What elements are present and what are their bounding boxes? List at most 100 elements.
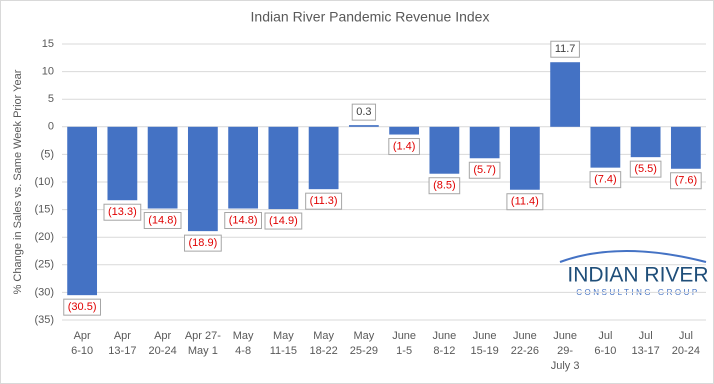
data-label-group: (11.3) (305, 192, 343, 210)
x-tick-label-line: June (473, 330, 497, 342)
bar (348, 125, 379, 127)
data-label-box (428, 177, 461, 195)
x-tick-label-line: Jul (679, 330, 693, 342)
bar (550, 62, 581, 127)
x-tick-label: May 18-22 (310, 330, 338, 357)
bar (429, 126, 460, 174)
data-label-box (305, 192, 343, 210)
data-label: (14.8) (148, 214, 177, 226)
bar (67, 126, 98, 296)
y-tick-label: (10) (34, 176, 54, 188)
data-label-box (670, 172, 702, 190)
x-tick-label: May 4-8 (233, 330, 254, 357)
data-label: (14.8) (229, 214, 258, 226)
y-axis-label: % Change in Sales vs. Same Week Prior Ye… (12, 69, 24, 294)
x-tick-label-line: 6-10 (71, 345, 93, 357)
data-label: (13.3) (108, 206, 137, 218)
y-tick-label: (30) (34, 286, 54, 298)
x-tick-label-line: 6-10 (594, 345, 616, 357)
x-tick-label-line: 22-26 (511, 345, 539, 357)
y-tick-label: (15) (34, 204, 54, 216)
x-tick-label-line: Jul (598, 330, 612, 342)
x-tick-label: Apr 6-10 (71, 330, 93, 357)
y-tick-label: 5 (48, 93, 54, 105)
x-tick-label-line: 18-22 (310, 345, 338, 357)
data-label-box (550, 40, 580, 58)
y-tick-label: (35) (34, 314, 54, 326)
data-label: (30.5) (68, 301, 97, 313)
data-label-group: 11.7 (550, 40, 580, 58)
x-tick-label-line: Jul (639, 330, 653, 342)
data-label: 11.7 (555, 43, 576, 55)
data-label-group: (8.5) (428, 177, 461, 195)
data-label-box (184, 234, 222, 252)
x-tick-label-line: 11-15 (270, 345, 297, 357)
x-tick-label-line: 1-5 (396, 345, 412, 357)
data-label: (11.3) (310, 195, 338, 207)
data-label-box (506, 193, 544, 211)
data-label-box (589, 171, 622, 189)
data-label-group: (5.5) (629, 160, 662, 178)
logo-name: INDIAN RIVER (567, 264, 708, 287)
x-tick-label-line: May (233, 330, 254, 342)
x-tick-label-line: 13-17 (108, 345, 136, 357)
x-tick-label-line: May (353, 330, 374, 342)
y-tick-label: 15 (42, 38, 54, 50)
x-tick-label: Jul 6-10 (594, 330, 616, 357)
x-tick-label: June 29- July 3 (551, 330, 580, 372)
x-tick-label-line: Apr (114, 330, 131, 342)
data-label: 0.3 (356, 106, 371, 118)
y-tick-label: 0 (48, 121, 54, 133)
bar (389, 126, 420, 135)
chart-title: Indian River Pandemic Revenue Index (251, 9, 490, 25)
x-tick-label-line: 29- (557, 345, 573, 357)
x-tick-label: Apr 13-17 (108, 330, 136, 357)
data-label-box (351, 103, 377, 121)
data-label-group: (14.9) (264, 212, 303, 230)
x-tick-label: Jul 20-24 (672, 330, 700, 357)
x-tick-label: May 11-15 (270, 330, 297, 357)
x-tick-label: June 1-5 (392, 330, 416, 357)
x-tick-label-line: June (513, 330, 537, 342)
x-tick-label: Jul 13-17 (632, 330, 660, 357)
x-tick-label: June 8-12 (432, 330, 456, 357)
data-label-box (388, 138, 420, 156)
data-label: (18.9) (189, 237, 218, 249)
data-label: (7.4) (594, 174, 617, 186)
bar (228, 126, 259, 209)
x-tick-label-line: May 1 (188, 345, 218, 357)
data-label-group: (7.6) (670, 172, 702, 190)
x-tick-label-line: Apr (154, 330, 171, 342)
bar (509, 126, 540, 190)
data-label-box (264, 212, 303, 230)
data-label-group: (14.8) (224, 211, 262, 229)
data-label: (1.4) (393, 140, 416, 152)
bar (187, 126, 218, 232)
x-tick-label-line: Apr (74, 330, 91, 342)
data-label-group: (30.5) (63, 298, 101, 316)
data-label: (8.5) (433, 180, 456, 192)
y-tick-label: 10 (42, 66, 54, 78)
data-label-group: (11.4) (506, 193, 544, 211)
data-label-box (103, 203, 142, 221)
y-tick-label: (5) (41, 148, 54, 160)
data-label: (7.6) (675, 175, 698, 187)
data-label: (14.9) (269, 215, 298, 227)
x-tick-label-line: 4-8 (235, 345, 251, 357)
bar (107, 126, 138, 201)
data-label: (11.4) (511, 196, 539, 208)
x-tick-label: June 22-26 (511, 330, 539, 357)
bar (590, 126, 621, 168)
x-tick-label: June 15-19 (471, 330, 499, 357)
bar (147, 126, 178, 209)
data-label-group: (1.4) (388, 138, 420, 156)
x-tick-label-line: 13-17 (632, 345, 660, 357)
x-tick-label-line: May (313, 330, 334, 342)
data-label-group: (14.8) (143, 211, 182, 229)
x-tick-label-line: July 3 (551, 360, 580, 372)
x-tick-label: May 25-29 (350, 330, 378, 357)
bar (268, 126, 299, 210)
x-tick-label-line: 25-29 (350, 345, 378, 357)
y-tick-label: (25) (34, 259, 54, 271)
